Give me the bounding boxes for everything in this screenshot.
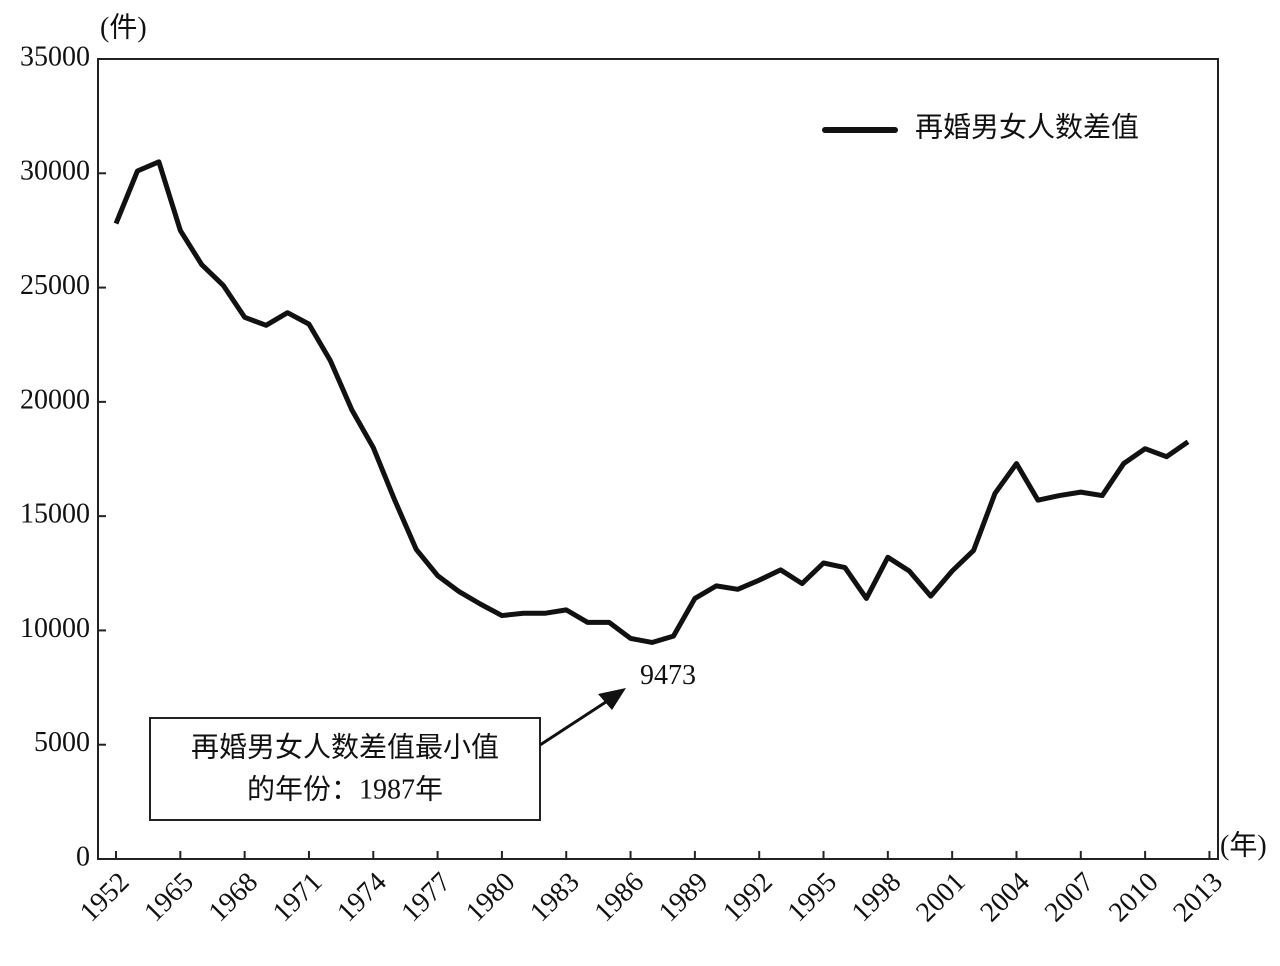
y-tick-label: 30000 — [20, 156, 90, 187]
x-tick-label: 1995 — [781, 867, 843, 929]
plot-frame — [97, 58, 1219, 860]
y-tick-label: 0 — [76, 841, 90, 872]
x-tick-label: 1971 — [267, 867, 329, 929]
x-tick-label: 1989 — [653, 867, 715, 929]
y-tick-label: 25000 — [20, 270, 90, 301]
y-tick-label: 35000 — [20, 41, 90, 72]
x-tick-label: 2001 — [910, 867, 972, 929]
x-tick-label: 1952 — [74, 867, 136, 929]
x-axis-label: (年) — [1220, 829, 1267, 861]
x-tick-label: 2004 — [974, 867, 1036, 929]
annotation-box — [149, 717, 541, 821]
arrow-head — [598, 688, 626, 710]
point-label: 9473 — [640, 660, 696, 691]
y-tick-label: 20000 — [20, 384, 90, 415]
x-tick-label: 1965 — [138, 867, 200, 929]
x-tick-label: 1998 — [846, 867, 908, 929]
y-axis-label: (件) — [100, 11, 147, 43]
y-tick-label: 5000 — [34, 727, 90, 758]
x-tick-label: 1977 — [396, 867, 458, 929]
x-tick-label: 1974 — [331, 867, 393, 929]
x-tick-label: 1986 — [589, 867, 651, 929]
legend-label: 再婚男女人数差值 — [915, 111, 1139, 143]
x-tick-label: 1983 — [524, 867, 586, 929]
annotation-arrow — [539, 696, 613, 747]
annotation-line: 的年份：1987年 — [247, 773, 443, 805]
x-tick-label: 2010 — [1103, 867, 1165, 929]
data-line — [113, 159, 1190, 645]
y-tick-label: 15000 — [20, 499, 90, 530]
x-tick-label: 1980 — [460, 867, 522, 929]
x-tick-label: 1992 — [717, 867, 779, 929]
x-tick-label: 2007 — [1039, 867, 1101, 929]
y-tick-label: 10000 — [20, 613, 90, 644]
x-tick-label: 2013 — [1167, 867, 1229, 929]
annotation-line: 再婚男女人数差值最小值 — [191, 731, 499, 763]
x-tick-label: 1968 — [203, 867, 265, 929]
